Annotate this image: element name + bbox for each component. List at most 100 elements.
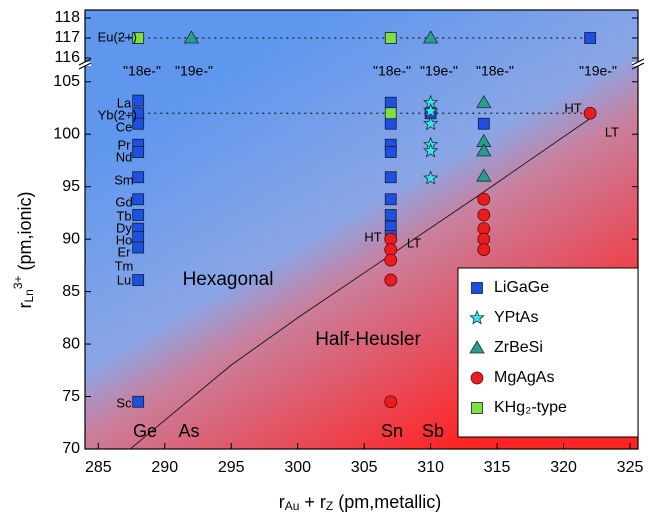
column-label: Sb	[422, 421, 444, 441]
column-label: As	[178, 421, 199, 441]
x-tick-label: 290	[151, 459, 178, 476]
element-label: Dy	[116, 220, 132, 235]
region-label: Half-Heusler	[315, 329, 421, 350]
phase-label: LT	[605, 124, 619, 139]
element-label: La	[117, 95, 132, 110]
element-label: Er	[118, 244, 132, 259]
marker-square	[132, 32, 145, 44]
element-label: Tm	[115, 258, 134, 273]
y-tick-label: 75	[62, 388, 80, 405]
electron-label: "18e-"	[476, 63, 514, 79]
marker-square	[132, 231, 145, 243]
marker-square	[477, 117, 490, 130]
element-label: Lu	[117, 272, 131, 287]
electron-label: "19e-"	[420, 63, 458, 79]
legend-label: YPtAs	[494, 309, 538, 326]
plot-frame	[84, 9, 639, 450]
y-tick-label: 100	[53, 125, 80, 142]
text: (pm,ionic)	[15, 191, 35, 275]
marker-square	[132, 209, 145, 221]
marker-square	[471, 282, 483, 294]
marker-square	[132, 171, 145, 184]
x-axis-title: rAu + rZ (pm,metallic)	[279, 492, 442, 513]
x-tick-label: 325	[617, 459, 644, 476]
element-label: Sc	[116, 395, 132, 410]
marker-star	[422, 102, 439, 118]
legend-box	[457, 267, 639, 438]
phase-label: HT	[364, 229, 381, 244]
x-tick-label: 320	[550, 459, 577, 476]
x-tick-label: 295	[218, 459, 245, 476]
marker-square	[132, 117, 145, 130]
y-tick-label: 118	[54, 9, 80, 26]
legend-label: KHg₂-type	[494, 399, 567, 416]
region-label: Hexagonal	[183, 269, 274, 290]
marker-square	[384, 96, 397, 109]
phase-label: LT	[407, 235, 421, 250]
legend-label: ZrBeSi	[494, 339, 543, 356]
x-tick-label: 300	[284, 459, 311, 476]
electron-label: "18e-"	[373, 63, 411, 79]
marker-square	[384, 209, 397, 221]
y-tick-label: 105	[53, 73, 80, 90]
element-label: Ho	[116, 232, 133, 247]
legend-label: MgAgAs	[494, 369, 554, 386]
marker-square	[132, 274, 145, 286]
y-tick-label: 70	[62, 440, 80, 457]
axis-break-mark	[631, 58, 645, 66]
marker-triangle	[476, 143, 492, 157]
oxidation-label: Yb(2+)	[98, 107, 137, 122]
x-tick-label: 310	[417, 459, 444, 476]
text: + r	[299, 492, 326, 512]
electron-label: "19e-"	[579, 63, 617, 79]
element-label: Gd	[115, 194, 132, 209]
sub: Au	[285, 499, 300, 513]
element-label: Nd	[116, 149, 133, 164]
marker-circle	[477, 243, 491, 257]
column-label: Sn	[381, 421, 403, 441]
marker-square	[132, 146, 145, 158]
marker-circle	[470, 371, 484, 385]
element-label: Tb	[116, 208, 131, 223]
marker-circle	[384, 253, 398, 267]
marker-star	[422, 142, 439, 158]
oxidation-label: Eu(2+)	[98, 29, 137, 44]
marker-square	[384, 117, 397, 130]
y-axis-title: rLn3+ (pm,ionic)	[11, 191, 36, 308]
marker-square	[132, 395, 145, 408]
sub: Ln	[22, 289, 36, 302]
marker-square	[384, 171, 397, 184]
x-tick-label: 315	[484, 459, 511, 476]
element-label: Ce	[116, 119, 133, 134]
axis-break-mark	[78, 62, 92, 70]
element-label: Pr	[118, 137, 132, 152]
y-tick-label: 85	[62, 283, 80, 300]
marker-triangle	[183, 30, 200, 44]
boundary-line	[129, 118, 591, 450]
marker-square	[384, 32, 397, 44]
sub: Z	[326, 499, 333, 513]
electron-label: "19e-"	[175, 63, 213, 79]
marker-triangle	[422, 30, 439, 44]
axis-break	[632, 62, 644, 66]
axis-break	[79, 62, 91, 66]
x-tick-label: 305	[351, 459, 378, 476]
sup: 3+	[11, 275, 25, 289]
marker-star	[422, 115, 439, 131]
marker-circle	[477, 192, 491, 206]
electron-label: "18e-"	[123, 63, 161, 79]
marker-square	[471, 402, 483, 414]
text: r	[15, 303, 35, 309]
marker-circle	[384, 273, 398, 287]
marker-triangle	[476, 94, 492, 109]
marker-circle	[384, 395, 398, 409]
y-tick-label: 95	[62, 178, 80, 195]
y-tick-label: 116	[54, 49, 80, 66]
y-tick-label: 117	[54, 29, 80, 46]
text: r	[279, 492, 285, 512]
marker-star	[422, 170, 439, 185]
marker-circle	[477, 208, 491, 222]
axis-break-mark	[631, 62, 645, 70]
marker-triangle	[476, 168, 492, 182]
